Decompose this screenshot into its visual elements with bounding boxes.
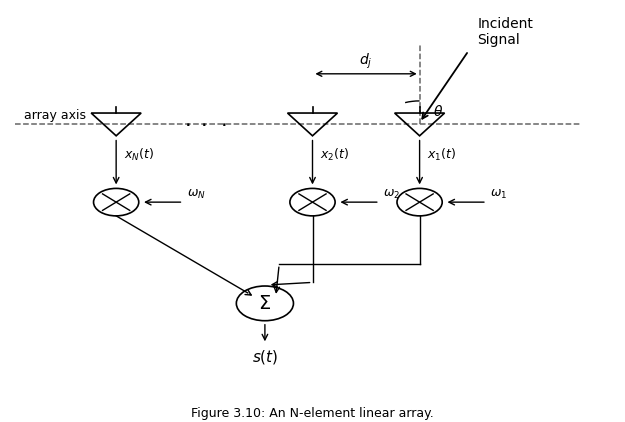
Text: $\cdot\;\cdot\;\cdot$: $\cdot\;\cdot\;\cdot$ [184, 114, 227, 134]
Text: $\Sigma$: $\Sigma$ [258, 294, 271, 313]
Text: Figure 3.10: An N-element linear array.: Figure 3.10: An N-element linear array. [191, 407, 434, 420]
Text: array axis: array axis [24, 108, 86, 122]
Text: $s(t)$: $s(t)$ [252, 348, 278, 366]
Text: $\theta$: $\theta$ [432, 104, 443, 119]
Text: $\omega_2$: $\omega_2$ [383, 188, 401, 201]
Text: $x_N(t)$: $x_N(t)$ [124, 147, 154, 163]
Text: $x_1(t)$: $x_1(t)$ [428, 147, 457, 163]
Text: $x_2(t)$: $x_2(t)$ [320, 147, 349, 163]
Text: $\omega_N$: $\omega_N$ [187, 188, 206, 201]
Text: $\omega_1$: $\omega_1$ [491, 188, 508, 201]
Text: $d_j$: $d_j$ [359, 51, 372, 71]
Text: Incident
Signal: Incident Signal [478, 17, 533, 47]
